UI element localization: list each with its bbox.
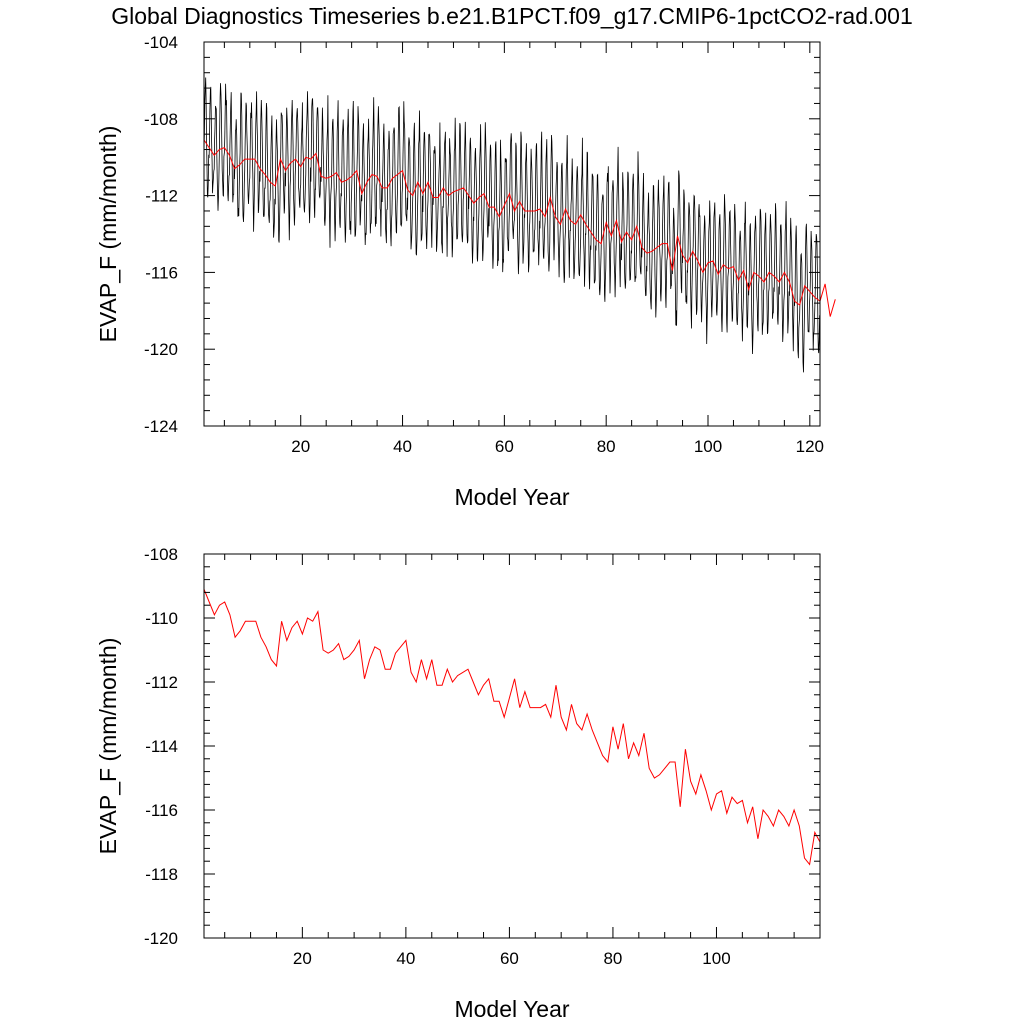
top-y-axis-label: EVAP_F (mm/month) [95,126,121,343]
bottom-x-axis-label: Model Year [454,996,569,1022]
bottom-tick-layer: 20 40 60 80 100 -120 -118 -116 -114 -112 -110 -108 [144,545,820,968]
figure-title: Global Diagnostics Timeseries b.e21.B1PC… [111,3,913,29]
bottom-xtick-label: 100 [702,949,730,968]
top-ytick-label: -120 [144,340,178,359]
bottom-xtick-label: 60 [500,949,519,968]
top-xtick-label: 20 [291,437,310,456]
bottom-y-axis-label: EVAP_F (mm/month) [95,638,121,855]
top-x-axis-label: Model Year [454,484,569,510]
top-xtick-label: 120 [796,437,824,456]
top-xtick-label: 80 [597,437,616,456]
bottom-ytick-label: -116 [145,801,178,820]
top-ytick-label: -116 [145,263,178,282]
bottom-ytick-label: -118 [145,865,178,884]
top-monthly-series-line [203,77,820,373]
bottom-plot-frame [203,553,821,939]
bottom-xtick-label: 80 [603,949,622,968]
top-ytick-label: -104 [144,33,178,52]
bottom-panel: 20 40 60 80 100-120-118-116-114-112-110-108 … [95,545,821,1022]
bottom-xtick-label: 40 [396,949,415,968]
bottom-ytick-label: -108 [144,545,178,564]
top-xtick-label: 60 [495,437,514,456]
bottom-ytick-label: -120 [144,929,178,948]
bottom-ytick-label: -112 [145,673,178,692]
top-tick-layer: 20 40 60 80 100 120 -124 -120 -116 -112 -108 -104 [144,33,824,456]
top-xtick-label: 100 [694,437,722,456]
top-annual-series-line [203,139,836,317]
top-ytick-label: -124 [144,417,178,436]
bottom-ytick-label: -114 [145,737,178,756]
top-series-layer [203,77,836,373]
top-ytick-label: -112 [145,187,178,206]
top-panel: 20 40 60 80 100 120 -124 -120 -116 -112 -108 -104 M… [95,33,836,510]
top-ytick-label: -108 [144,110,178,129]
bottom-ytick-label: -110 [145,609,178,628]
bottom-xtick-label: 20 [293,949,312,968]
bottom-annual-series-line [203,589,821,884]
top-xtick-label: 40 [393,437,412,456]
top-plot-frame [203,41,821,427]
bottom-series-layer [203,589,821,884]
